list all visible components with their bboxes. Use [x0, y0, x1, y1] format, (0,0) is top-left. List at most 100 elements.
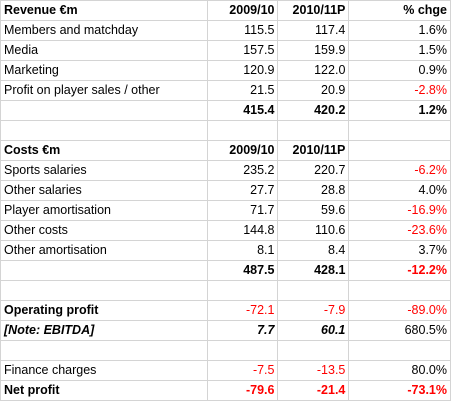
cell[interactable]: Profit on player sales / other [0, 80, 208, 101]
cell[interactable]: 60.1 [277, 320, 350, 341]
cell[interactable]: 428.1 [277, 260, 350, 281]
cell[interactable] [207, 340, 279, 361]
table-row: Player amortisation 71.7 59.6 -16.9% [0, 200, 451, 221]
cell[interactable]: 28.8 [277, 180, 350, 201]
cell[interactable]: Player amortisation [0, 200, 208, 221]
cell[interactable]: 115.5 [207, 20, 279, 41]
cell[interactable] [348, 340, 451, 361]
cell[interactable]: Media [0, 40, 208, 61]
table-row: Profit on player sales / other 21.5 20.9… [0, 80, 451, 101]
cell[interactable]: -23.6% [348, 220, 451, 241]
cell[interactable]: 159.9 [277, 40, 350, 61]
cell[interactable]: 21.5 [207, 80, 279, 101]
table-row: Sports salaries 235.2 220.7 -6.2% [0, 160, 451, 181]
cell[interactable] [0, 260, 208, 281]
cell[interactable]: Other costs [0, 220, 208, 241]
cell[interactable]: -73.1% [348, 380, 451, 401]
cell[interactable]: 420.2 [277, 100, 350, 121]
cell[interactable]: 8.4 [277, 240, 350, 261]
empty-row [0, 280, 451, 301]
cell[interactable] [348, 120, 451, 141]
cell[interactable]: 27.7 [207, 180, 279, 201]
cell[interactable]: 110.6 [277, 220, 350, 241]
table-row: Other amortisation 8.1 8.4 3.7% [0, 240, 451, 261]
cell[interactable]: 2010/11P [277, 0, 350, 21]
cell[interactable]: 4.0% [348, 180, 451, 201]
cell[interactable]: -72.1 [207, 300, 279, 321]
costs-header-row: Costs €m 2009/10 2010/11P [0, 140, 451, 161]
net-profit-row: Net profit -79.6 -21.4 -73.1% [0, 380, 451, 401]
cell[interactable] [348, 140, 451, 161]
cell[interactable]: 2010/11P [277, 140, 350, 161]
cell[interactable]: 1.6% [348, 20, 451, 41]
cell[interactable]: 120.9 [207, 60, 279, 81]
cell[interactable]: 59.6 [277, 200, 350, 221]
cell[interactable]: 0.9% [348, 60, 451, 81]
empty-row [0, 340, 451, 361]
cell[interactable]: 3.7% [348, 240, 451, 261]
cell[interactable]: 680.5% [348, 320, 451, 341]
revenue-total-row: 415.4 420.2 1.2% [0, 100, 451, 121]
cell[interactable]: -2.8% [348, 80, 451, 101]
cell[interactable] [0, 280, 208, 301]
cell[interactable]: Marketing [0, 60, 208, 81]
cell[interactable]: Net profit [0, 380, 208, 401]
cell[interactable]: Sports salaries [0, 160, 208, 181]
cell[interactable] [0, 340, 208, 361]
cell[interactable]: -13.5 [277, 360, 350, 381]
cell[interactable]: Members and matchday [0, 20, 208, 41]
cell[interactable]: -7.5 [207, 360, 279, 381]
cell[interactable]: 1.2% [348, 100, 451, 121]
cell[interactable]: -6.2% [348, 160, 451, 181]
cell[interactable]: Other salaries [0, 180, 208, 201]
cell[interactable]: 487.5 [207, 260, 279, 281]
cell[interactable]: 235.2 [207, 160, 279, 181]
cell[interactable]: 2009/10 [207, 0, 279, 21]
cell[interactable]: 1.5% [348, 40, 451, 61]
cell[interactable]: 7.7 [207, 320, 279, 341]
cell[interactable]: 157.5 [207, 40, 279, 61]
empty-row [0, 120, 451, 141]
ebitda-row: [Note: EBITDA] 7.7 60.1 680.5% [0, 320, 451, 341]
cell[interactable]: -21.4 [277, 380, 350, 401]
cell[interactable]: 20.9 [277, 80, 350, 101]
operating-profit-row: Operating profit -72.1 -7.9 -89.0% [0, 300, 451, 321]
table-row: Other salaries 27.7 28.8 4.0% [0, 180, 451, 201]
cell[interactable]: 415.4 [207, 100, 279, 121]
cell[interactable]: 117.4 [277, 20, 350, 41]
cell[interactable] [0, 120, 208, 141]
table-row: Members and matchday 115.5 117.4 1.6% [0, 20, 451, 41]
cell[interactable]: -79.6 [207, 380, 279, 401]
cell[interactable]: 80.0% [348, 360, 451, 381]
cell[interactable] [277, 340, 350, 361]
cell[interactable]: 71.7 [207, 200, 279, 221]
table-row: Marketing 120.9 122.0 0.9% [0, 60, 451, 81]
cell[interactable] [348, 280, 451, 301]
cell[interactable]: Revenue €m [0, 0, 208, 21]
cell[interactable] [207, 120, 279, 141]
table-row: Media 157.5 159.9 1.5% [0, 40, 451, 61]
cell[interactable] [0, 100, 208, 121]
cell[interactable]: -12.2% [348, 260, 451, 281]
cell[interactable]: -89.0% [348, 300, 451, 321]
cell[interactable]: -7.9 [277, 300, 350, 321]
cell[interactable]: Finance charges [0, 360, 208, 381]
cell[interactable]: -16.9% [348, 200, 451, 221]
costs-total-row: 487.5 428.1 -12.2% [0, 260, 451, 281]
cell[interactable] [277, 280, 350, 301]
revenue-header-row: Revenue €m 2009/10 2010/11P % chge [0, 0, 451, 21]
finance-charges-row: Finance charges -7.5 -13.5 80.0% [0, 360, 451, 381]
cell[interactable]: 8.1 [207, 240, 279, 261]
cell[interactable]: Costs €m [0, 140, 208, 161]
cell[interactable]: 122.0 [277, 60, 350, 81]
cell[interactable] [277, 120, 350, 141]
cell[interactable]: 220.7 [277, 160, 350, 181]
cell[interactable]: Other amortisation [0, 240, 208, 261]
cell[interactable]: 2009/10 [207, 140, 279, 161]
cell[interactable]: % chge [348, 0, 451, 21]
cell[interactable] [207, 280, 279, 301]
cell[interactable]: 144.8 [207, 220, 279, 241]
cell[interactable]: [Note: EBITDA] [0, 320, 208, 341]
cell[interactable]: Operating profit [0, 300, 208, 321]
